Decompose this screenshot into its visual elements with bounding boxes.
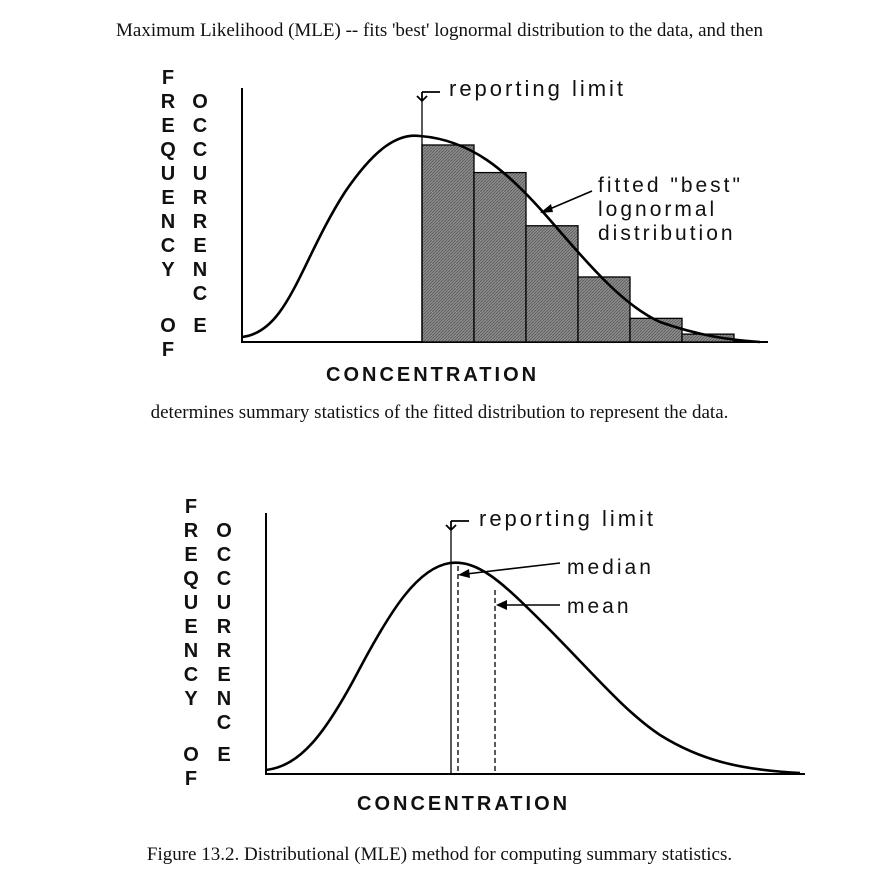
- diagram-2: F R E Q U E N C Y O F O C C U R R E N C …: [183, 496, 805, 815]
- diagram-1-ylabel-letter: U: [193, 163, 207, 185]
- diagram-2-ylabel-letter: R: [217, 616, 232, 638]
- diagram-1-ylabel-letter: U: [161, 163, 175, 185]
- diagram-2-ylabel-letter: Q: [183, 568, 199, 590]
- diagram-1-ylabel-letter: C: [161, 235, 175, 257]
- diagram-2-ylabel-letter: R: [217, 640, 232, 662]
- diagram-1-fit-pointer-arrowhead: [540, 204, 553, 213]
- diagram-1-ylabel-letter: N: [193, 259, 207, 281]
- histogram-bar: [525, 225, 579, 343]
- middle-caption: determines summary statistics of the fit…: [150, 402, 729, 423]
- diagram-1-ylabel-letter: E: [193, 235, 206, 257]
- diagram-2-ylabel-letter: C: [217, 568, 231, 590]
- diagram-2-ylabel-letter: E: [217, 744, 230, 766]
- top-caption: Maximum Likelihood (MLE) -- fits 'best' …: [116, 20, 763, 41]
- diagram-2-median-pointer-arrowhead: [458, 569, 470, 578]
- diagram-2-median-pointer-line: [465, 562, 561, 575]
- diagram-1-reporting-limit-label: reporting limit: [449, 76, 626, 101]
- diagram-2-reporting-limit-label: reporting limit: [479, 506, 656, 531]
- diagram-2-ylabel-letter: U: [217, 592, 231, 614]
- figure-caption: Figure 13.2. Distributional (MLE) method…: [146, 844, 733, 865]
- diagram-1-ylabel-letter: O: [192, 91, 208, 113]
- diagram-2-reporting-limit-arrow: [445, 520, 469, 532]
- diagram-2-ylabel-letter: E: [217, 664, 230, 686]
- diagram-1-fit-label: fitted "best": [598, 174, 743, 197]
- histogram-bar: [629, 317, 683, 343]
- diagram-1-ylabel-letter: E: [161, 115, 174, 137]
- diagram-2-ylabel: F R E Q U E N C Y O F O C C U R R E N C …: [183, 496, 232, 790]
- diagram-1-ylabel-letter: R: [193, 187, 208, 209]
- diagram-2-ylabel-letter: C: [184, 664, 198, 686]
- diagram-1-fit-label: distribution: [598, 222, 736, 245]
- histogram-bar: [577, 276, 631, 343]
- diagram-2-ylabel-letter: N: [217, 688, 231, 710]
- diagram-2-ylabel-letter: C: [217, 712, 231, 734]
- diagram-1-ylabel-letter: F: [162, 67, 174, 89]
- diagram-1-ylabel-letter: C: [193, 115, 207, 137]
- diagram-1-ylabel-letter: Y: [161, 259, 175, 281]
- diagram-2-ylabel-letter: Y: [184, 688, 198, 710]
- diagram-2-ylabel-letter: F: [185, 496, 197, 518]
- diagram-1-ylabel-letter: O: [160, 315, 176, 337]
- diagram-1-fitted-curve: [241, 134, 761, 344]
- diagram-1: F R E Q U E N C Y O F O C C U R R E N C …: [160, 67, 768, 386]
- diagram-1-ylabel-letter: C: [193, 139, 207, 161]
- diagram-1-x-axis-label: CONCENTRATION: [326, 364, 539, 386]
- diagram-1-reporting-limit-arrow: [416, 91, 440, 103]
- diagram-2-ylabel-letter: R: [184, 520, 199, 542]
- diagram-1-fit-pointer-line: [544, 190, 593, 212]
- diagram-2-ylabel-letter: N: [184, 640, 198, 662]
- diagram-1-histogram: [421, 144, 735, 343]
- diagram-2-mean-label: mean: [567, 595, 632, 618]
- diagram-1-ylabel-letter: F: [162, 339, 174, 361]
- diagram-2-fitted-curve: [265, 561, 801, 775]
- diagram-1-ylabel-letter: R: [193, 211, 208, 233]
- diagram-1-ylabel-letter: N: [161, 211, 175, 233]
- diagram-2-ylabel-letter: C: [217, 544, 231, 566]
- diagram-2-mean-pointer-arrowhead: [496, 600, 507, 610]
- diagram-1-fit-label: lognormal: [598, 198, 717, 221]
- diagram-1-ylabel-letter: R: [161, 91, 176, 113]
- diagram-2-x-axis-label: CONCENTRATION: [357, 793, 570, 815]
- histogram-bar: [473, 171, 527, 343]
- diagram-1-ylabel: F R E Q U E N C Y O F O C C U R R E N C …: [160, 67, 208, 361]
- diagram-1-ylabel-letter: E: [161, 187, 174, 209]
- diagram-2-ylabel-letter: U: [184, 592, 198, 614]
- diagram-2-median-label: median: [567, 556, 654, 579]
- histogram-bar: [421, 144, 475, 343]
- diagram-1-ylabel-letter: Q: [160, 139, 176, 161]
- diagram-2-ylabel-letter: E: [184, 544, 197, 566]
- diagram-1-ylabel-letter: C: [193, 283, 207, 305]
- diagram-2-ylabel-letter: O: [216, 520, 232, 542]
- diagram-2-ylabel-letter: E: [184, 616, 197, 638]
- diagram-2-ylabel-letter: F: [185, 768, 197, 790]
- diagram-2-ylabel-letter: O: [183, 744, 199, 766]
- diagram-1-ylabel-letter: E: [193, 315, 206, 337]
